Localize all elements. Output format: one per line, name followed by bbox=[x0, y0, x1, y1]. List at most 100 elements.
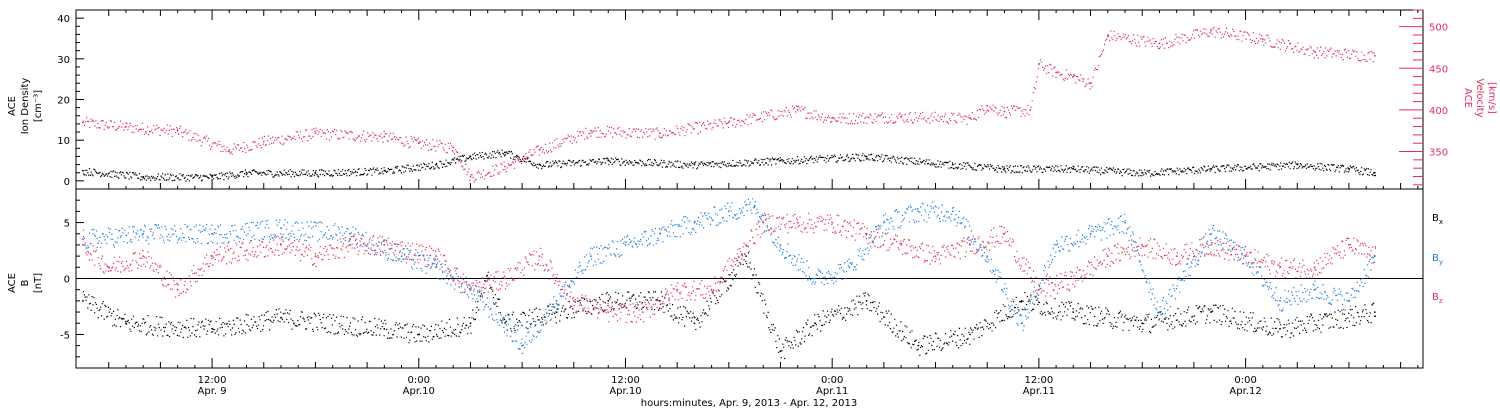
bz-point-24 bbox=[900, 244, 902, 246]
bz-point-10 bbox=[435, 255, 437, 257]
bz-point-4 bbox=[211, 255, 214, 257]
bx-point-22 bbox=[1210, 311, 1212, 313]
density-point-11 bbox=[693, 163, 696, 166]
by-point-13 bbox=[659, 232, 661, 235]
bz-point-15 bbox=[607, 311, 610, 313]
bz-point-0 bbox=[82, 244, 84, 246]
x-tick-label-date-5: Apr.12 bbox=[1229, 386, 1261, 397]
velocity-point-29 bbox=[1261, 38, 1264, 40]
density-points bbox=[82, 149, 1376, 182]
by-point-17 bbox=[779, 244, 782, 246]
velocity-point-10 bbox=[504, 165, 506, 168]
density-point-15 bbox=[1003, 167, 1006, 170]
bottom-panel-series bbox=[82, 198, 1376, 360]
bz-point-17 bbox=[676, 288, 679, 291]
by-point-21 bbox=[917, 210, 920, 213]
x-tick-label-date-3: Apr.11 bbox=[816, 386, 848, 397]
by-point-10 bbox=[555, 300, 558, 302]
x-tick-label-time-2: 12:00 bbox=[611, 375, 640, 386]
bz-point-32 bbox=[1175, 255, 1178, 257]
by-point-14 bbox=[693, 221, 696, 224]
density-point-14 bbox=[951, 163, 954, 166]
velocity-point-4 bbox=[262, 140, 265, 143]
bz-legend-label: Bz bbox=[1432, 292, 1443, 305]
density-point-6 bbox=[435, 163, 437, 166]
bx-point-21 bbox=[1141, 322, 1144, 325]
by-point-3 bbox=[280, 227, 282, 230]
by-legend-sub: y bbox=[1439, 258, 1443, 266]
density-point-5 bbox=[383, 169, 386, 172]
bx-point-10 bbox=[607, 300, 610, 302]
by-series bbox=[82, 198, 1376, 355]
b-tick-label-0: 0 bbox=[64, 275, 70, 286]
bx-point-4 bbox=[383, 327, 386, 330]
by-point-25 bbox=[1055, 244, 1057, 246]
velocity-point-31 bbox=[1373, 54, 1376, 57]
velocity-point-25 bbox=[1089, 82, 1092, 85]
velocity-point-13 bbox=[659, 132, 661, 135]
x-tick-label-time-3: 0:00 bbox=[821, 375, 843, 386]
velocity-points bbox=[82, 26, 1375, 183]
bx-point-17 bbox=[917, 344, 920, 347]
bz-point-16 bbox=[641, 311, 644, 313]
bx-point-15 bbox=[814, 322, 816, 325]
bz-point-35 bbox=[1279, 266, 1281, 269]
bz-point-29 bbox=[1072, 277, 1075, 280]
velocity-point-30 bbox=[1313, 50, 1316, 53]
density-tick-label-10: 10 bbox=[57, 136, 70, 147]
top-panel-series bbox=[82, 26, 1376, 183]
density-axis-label-3: [cm⁻³] bbox=[33, 90, 44, 122]
bx-legend-text: Bx bbox=[1432, 213, 1443, 226]
by-legend-b: B bbox=[1432, 253, 1439, 264]
by-point-22 bbox=[951, 210, 954, 213]
by-point-11 bbox=[590, 255, 592, 257]
density-point-10 bbox=[607, 159, 610, 162]
density-point-1 bbox=[142, 175, 145, 178]
density-point-7 bbox=[469, 155, 472, 158]
bz-series bbox=[82, 212, 1376, 324]
bx-point-0 bbox=[82, 300, 84, 302]
bz-legend-text: Bz bbox=[1432, 292, 1443, 305]
density-point-16 bbox=[1072, 167, 1075, 170]
bx-series bbox=[82, 252, 1376, 360]
by-point-2 bbox=[211, 232, 214, 235]
density-point-13 bbox=[865, 155, 868, 158]
bx-point-18 bbox=[969, 333, 971, 336]
velocity-point-26 bbox=[1106, 34, 1109, 36]
by-point-23 bbox=[986, 255, 989, 257]
bz-legend-sub: z bbox=[1439, 297, 1443, 305]
by-point-18 bbox=[814, 277, 816, 280]
velocity-point-1 bbox=[125, 125, 127, 128]
x-tick-label-time-1: 0:00 bbox=[408, 375, 430, 386]
velocity-point-2 bbox=[176, 129, 179, 132]
bz-point-2 bbox=[142, 255, 145, 257]
by-point-8 bbox=[504, 322, 506, 325]
bz-point-25 bbox=[934, 255, 937, 257]
x-tick-label-date-1: Apr.10 bbox=[403, 386, 435, 397]
bz-points bbox=[82, 212, 1376, 324]
bx-point-24 bbox=[1373, 311, 1376, 313]
by-point-32 bbox=[1313, 288, 1316, 291]
bx-point-16 bbox=[865, 300, 868, 302]
bx-point-2 bbox=[211, 327, 214, 330]
x-tick-label-time-5: 0:00 bbox=[1234, 375, 1256, 386]
velocity-point-17 bbox=[900, 115, 902, 118]
bz-point-31 bbox=[1141, 244, 1144, 246]
by-point-29 bbox=[1210, 232, 1212, 235]
velocity-tick-label-350: 350 bbox=[1429, 148, 1448, 159]
by-point-7 bbox=[469, 288, 472, 291]
velocity-point-21 bbox=[1029, 109, 1032, 111]
by-point-9 bbox=[521, 344, 523, 347]
bz-point-37 bbox=[1348, 244, 1350, 246]
by-point-26 bbox=[1089, 232, 1092, 235]
by-point-4 bbox=[349, 232, 351, 235]
bz-legend-b: B bbox=[1432, 292, 1439, 303]
bz-point-36 bbox=[1313, 266, 1316, 269]
velocity-point-9 bbox=[469, 175, 472, 178]
by-point-1 bbox=[142, 232, 145, 235]
density-tick-label-20: 20 bbox=[57, 96, 70, 107]
by-point-27 bbox=[1124, 221, 1126, 224]
density-tick-label-40: 40 bbox=[57, 14, 70, 25]
velocity-tick-label-400: 400 bbox=[1429, 106, 1448, 117]
